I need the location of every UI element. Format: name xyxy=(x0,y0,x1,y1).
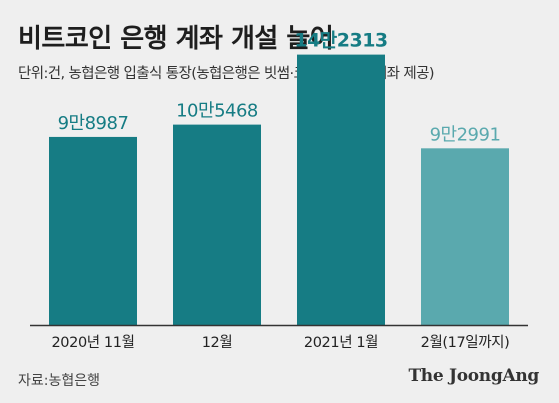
category-label-3: 2월(17일까지) xyxy=(421,334,510,351)
bar-1 xyxy=(173,124,261,325)
data-label-1: 10만5468 xyxy=(176,101,258,122)
data-label-3: 9만2991 xyxy=(430,124,501,145)
category-label-2: 2021년 1월 xyxy=(304,334,378,351)
bar-0 xyxy=(49,136,137,325)
category-label-1: 12월 xyxy=(202,334,233,351)
bar-3 xyxy=(421,148,509,325)
publisher-logo: The JoongAng xyxy=(408,366,539,386)
data-label-0: 9만8987 xyxy=(58,113,129,134)
category-label-0: 2020년 11월 xyxy=(51,334,134,351)
bar-2 xyxy=(297,54,385,326)
source-note: 자료:농협은행 xyxy=(18,373,100,389)
data-label-2: 14만2313 xyxy=(294,30,387,52)
chart-title: 비트코인 은행 계좌 개설 늘어 xyxy=(18,24,334,54)
